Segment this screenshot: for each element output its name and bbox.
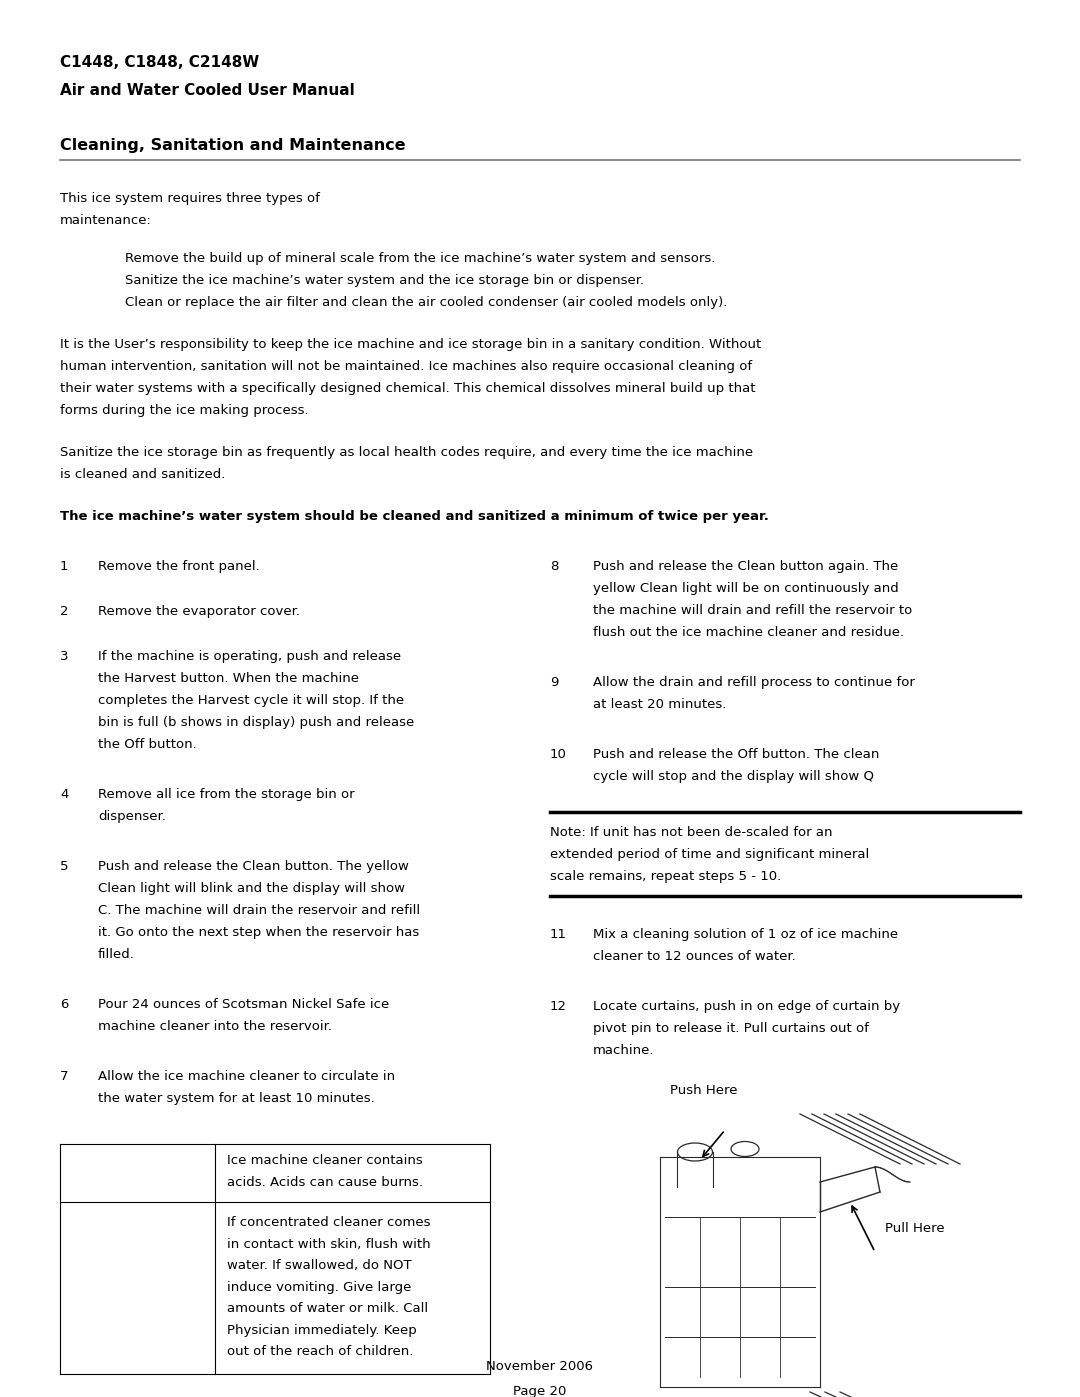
Text: Mix a cleaning solution of 1 oz of ice machine: Mix a cleaning solution of 1 oz of ice m…: [593, 928, 899, 942]
Text: Remove the front panel.: Remove the front panel.: [98, 560, 260, 573]
Text: 10: 10: [550, 747, 567, 761]
Text: This ice system requires three types of: This ice system requires three types of: [60, 191, 320, 205]
Text: Push and release the Off button. The clean: Push and release the Off button. The cle…: [593, 747, 879, 761]
Text: Pour 24 ounces of Scotsman Nickel Safe ice: Pour 24 ounces of Scotsman Nickel Safe i…: [98, 997, 389, 1011]
Text: Sanitize the ice storage bin as frequently as local health codes require, and ev: Sanitize the ice storage bin as frequent…: [60, 446, 753, 460]
Text: completes the Harvest cycle it will stop. If the: completes the Harvest cycle it will stop…: [98, 694, 404, 707]
Text: induce vomiting. Give large: induce vomiting. Give large: [227, 1281, 411, 1294]
Text: the Harvest button. When the machine: the Harvest button. When the machine: [98, 672, 359, 685]
Text: amounts of water or milk. Call: amounts of water or milk. Call: [227, 1302, 428, 1315]
Text: it. Go onto the next step when the reservoir has: it. Go onto the next step when the reser…: [98, 926, 419, 939]
Text: 4: 4: [60, 788, 68, 800]
Text: It is the User’s responsibility to keep the ice machine and ice storage bin in a: It is the User’s responsibility to keep …: [60, 338, 761, 351]
Text: flush out the ice machine cleaner and residue.: flush out the ice machine cleaner and re…: [593, 626, 904, 638]
Text: machine cleaner into the reservoir.: machine cleaner into the reservoir.: [98, 1020, 332, 1032]
Text: Air and Water Cooled User Manual: Air and Water Cooled User Manual: [60, 82, 354, 98]
Text: 9: 9: [550, 676, 558, 689]
Text: water. If swallowed, do NOT: water. If swallowed, do NOT: [227, 1259, 411, 1273]
Text: Push Here: Push Here: [670, 1084, 738, 1097]
Text: machine.: machine.: [593, 1044, 654, 1058]
Text: 11: 11: [550, 928, 567, 942]
Text: human intervention, sanitation will not be maintained. Ice machines also require: human intervention, sanitation will not …: [60, 360, 752, 373]
Text: scale remains, repeat steps 5 - 10.: scale remains, repeat steps 5 - 10.: [550, 870, 781, 883]
Text: C. The machine will drain the reservoir and refill: C. The machine will drain the reservoir …: [98, 904, 420, 916]
Text: dispenser.: dispenser.: [98, 810, 166, 823]
Text: If the machine is operating, push and release: If the machine is operating, push and re…: [98, 650, 401, 664]
Text: 3: 3: [60, 650, 68, 664]
Text: Sanitize the ice machine’s water system and the ice storage bin or dispenser.: Sanitize the ice machine’s water system …: [125, 274, 644, 286]
Text: the water system for at least 10 minutes.: the water system for at least 10 minutes…: [98, 1092, 375, 1105]
Text: Clean or replace the air filter and clean the air cooled condenser (air cooled m: Clean or replace the air filter and clea…: [125, 296, 727, 309]
Text: Push and release the Clean button. The yellow: Push and release the Clean button. The y…: [98, 861, 409, 873]
Text: Push and release the Clean button again. The: Push and release the Clean button again.…: [593, 560, 899, 573]
Text: Remove the evaporator cover.: Remove the evaporator cover.: [98, 605, 300, 617]
Text: the Off button.: the Off button.: [98, 738, 197, 752]
Text: 12: 12: [550, 1000, 567, 1013]
Text: C1448, C1848, C2148W: C1448, C1848, C2148W: [60, 54, 259, 70]
Text: November 2006: November 2006: [486, 1361, 594, 1373]
Text: Remove all ice from the storage bin or: Remove all ice from the storage bin or: [98, 788, 354, 800]
Text: extended period of time and significant mineral: extended period of time and significant …: [550, 848, 869, 861]
Text: acids. Acids can cause burns.: acids. Acids can cause burns.: [227, 1176, 423, 1189]
Text: bin is full (b shows in display) push and release: bin is full (b shows in display) push an…: [98, 717, 415, 729]
Text: in contact with skin, flush with: in contact with skin, flush with: [227, 1238, 431, 1250]
Text: 7: 7: [60, 1070, 68, 1083]
Text: Pull Here: Pull Here: [885, 1222, 945, 1235]
Text: cleaner to 12 ounces of water.: cleaner to 12 ounces of water.: [593, 950, 796, 963]
Text: filled.: filled.: [98, 949, 135, 961]
Text: 1: 1: [60, 560, 68, 573]
Text: at least 20 minutes.: at least 20 minutes.: [593, 698, 727, 711]
Text: out of the reach of children.: out of the reach of children.: [227, 1345, 414, 1358]
Text: Locate curtains, push in on edge of curtain by: Locate curtains, push in on edge of curt…: [593, 1000, 900, 1013]
Text: If concentrated cleaner comes: If concentrated cleaner comes: [227, 1215, 431, 1229]
Text: maintenance:: maintenance:: [60, 214, 152, 226]
Text: The ice machine’s water system should be cleaned and sanitized a minimum of twic: The ice machine’s water system should be…: [60, 510, 769, 522]
Text: 8: 8: [550, 560, 558, 573]
Text: Physician immediately. Keep: Physician immediately. Keep: [227, 1323, 417, 1337]
Text: their water systems with a specifically designed chemical. This chemical dissolv: their water systems with a specifically …: [60, 381, 756, 395]
Text: pivot pin to release it. Pull curtains out of: pivot pin to release it. Pull curtains o…: [593, 1023, 869, 1035]
Text: Page 20: Page 20: [513, 1384, 567, 1397]
Text: Note: If unit has not been de-scaled for an: Note: If unit has not been de-scaled for…: [550, 826, 833, 840]
Text: Allow the ice machine cleaner to circulate in: Allow the ice machine cleaner to circula…: [98, 1070, 395, 1083]
Text: is cleaned and sanitized.: is cleaned and sanitized.: [60, 468, 226, 481]
Text: Remove the build up of mineral scale from the ice machine’s water system and sen: Remove the build up of mineral scale fro…: [125, 251, 715, 265]
Text: Cleaning, Sanitation and Maintenance: Cleaning, Sanitation and Maintenance: [60, 138, 406, 154]
Text: Allow the drain and refill process to continue for: Allow the drain and refill process to co…: [593, 676, 915, 689]
Text: the machine will drain and refill the reservoir to: the machine will drain and refill the re…: [593, 604, 913, 617]
Text: Ice machine cleaner contains: Ice machine cleaner contains: [227, 1154, 422, 1166]
Text: 6: 6: [60, 997, 68, 1011]
Text: forms during the ice making process.: forms during the ice making process.: [60, 404, 309, 416]
Text: yellow Clean light will be on continuously and: yellow Clean light will be on continuous…: [593, 583, 899, 595]
Text: Clean light will blink and the display will show: Clean light will blink and the display w…: [98, 882, 405, 895]
Text: 5: 5: [60, 861, 68, 873]
Text: 2: 2: [60, 605, 68, 617]
Text: cycle will stop and the display will show Q: cycle will stop and the display will sho…: [593, 770, 874, 782]
